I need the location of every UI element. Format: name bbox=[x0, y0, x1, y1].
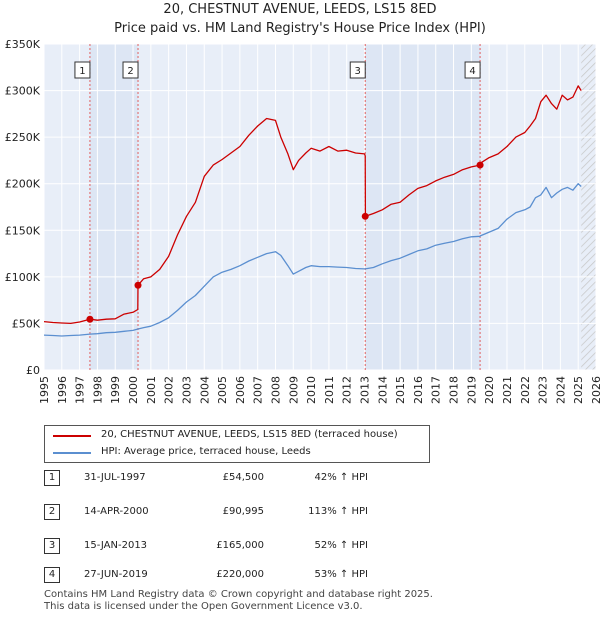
sale-point bbox=[361, 212, 369, 220]
sale-date: 15-JAN-2013 bbox=[84, 540, 148, 551]
ownership-band bbox=[89, 44, 139, 370]
sale-date: 27-JUN-2019 bbox=[84, 569, 148, 580]
x-tick-label: 1999 bbox=[109, 376, 122, 404]
x-tick-label: 2007 bbox=[252, 376, 265, 404]
y-tick-label: £200K bbox=[5, 178, 41, 191]
x-tick-label: 1998 bbox=[91, 376, 104, 404]
sale-label-number: 2 bbox=[127, 66, 133, 77]
x-tick-label: 2018 bbox=[448, 376, 461, 404]
sale-label-number: 4 bbox=[469, 66, 475, 77]
x-tick-label: 2026 bbox=[590, 376, 600, 404]
x-tick-label: 2000 bbox=[127, 376, 140, 404]
price-chart: 1 2 3 4 £0 £50K £100K £150K £200K £250K £300K £350… bbox=[5, 38, 600, 404]
sale-price: £54,500 bbox=[222, 472, 264, 483]
sale-number-badge: 2 bbox=[44, 504, 60, 520]
sale-date: 14-APR-2000 bbox=[84, 506, 149, 517]
y-tick-label: £350K bbox=[5, 38, 41, 51]
y-tick-label: £150K bbox=[5, 224, 41, 237]
y-tick-label: £250K bbox=[5, 131, 41, 144]
sale-price: £220,000 bbox=[216, 569, 264, 580]
sale-row: 2 14-APR-2000 £90,995 113% ↑ HPI bbox=[44, 504, 544, 522]
hpi-line bbox=[44, 183, 582, 337]
x-tick-label: 2008 bbox=[269, 376, 282, 404]
sale-row: 4 27-JUN-2019 £220,000 53% ↑ HPI bbox=[44, 567, 544, 585]
legend-swatch-hpi bbox=[53, 452, 91, 454]
sale-price: £165,000 bbox=[216, 540, 264, 551]
x-tick-label: 2019 bbox=[465, 376, 478, 404]
sale-hpi-change: 42% ↑ HPI bbox=[314, 472, 368, 483]
x-tick-label: 2023 bbox=[537, 376, 550, 404]
x-tick-label: 2006 bbox=[234, 376, 247, 404]
sale-label-box bbox=[122, 61, 139, 79]
sale-hpi-change: 113% ↑ HPI bbox=[308, 506, 368, 517]
legend-label-hpi: HPI: Average price, terraced house, Leed… bbox=[101, 446, 311, 457]
sale-point bbox=[476, 161, 484, 169]
y-tick-label: £300K bbox=[5, 85, 41, 98]
footer-copyright: Contains HM Land Registry data © Crown c… bbox=[44, 589, 433, 600]
sale-hpi-change: 52% ↑ HPI bbox=[314, 540, 368, 551]
sale-label-box bbox=[464, 61, 481, 79]
x-tick-label: 1997 bbox=[74, 376, 87, 404]
sale-label-number: 1 bbox=[79, 66, 85, 77]
footer-licence-text: This data is licensed under the Open Gov… bbox=[44, 601, 363, 612]
y-tick-label: £50K bbox=[12, 317, 41, 330]
x-tick-label: 2009 bbox=[287, 376, 300, 404]
sale-label-number: 3 bbox=[355, 66, 361, 77]
x-tick-label: 2025 bbox=[572, 376, 585, 404]
x-tick-label: 2016 bbox=[412, 376, 425, 404]
sale-row: 1 31-JUL-1997 £54,500 42% ↑ HPI bbox=[44, 470, 544, 488]
sale-number-badge: 1 bbox=[44, 470, 60, 486]
x-tick-label: 2021 bbox=[501, 376, 514, 404]
sale-point bbox=[86, 315, 94, 323]
x-tick-label: 2005 bbox=[216, 376, 229, 404]
x-tick-label: 2001 bbox=[145, 376, 158, 404]
legend-label-price: 20, CHESTNUT AVENUE, LEEDS, LS15 8ED (te… bbox=[101, 429, 398, 440]
x-tick-label: 2011 bbox=[323, 376, 336, 404]
x-tick-label: 2017 bbox=[430, 376, 443, 404]
sale-point bbox=[134, 281, 142, 289]
sale-number-badge: 3 bbox=[44, 538, 60, 554]
ownership-band bbox=[365, 44, 481, 370]
sale-label-box bbox=[349, 61, 366, 79]
sale-row: 3 15-JAN-2013 £165,000 52% ↑ HPI bbox=[44, 538, 544, 556]
x-tick-label: 2004 bbox=[198, 376, 211, 404]
chart-title-address: 20, CHESTNUT AVENUE, LEEDS, LS15 8ED bbox=[163, 2, 437, 17]
legend-swatch-price bbox=[53, 435, 91, 437]
sale-price: £90,995 bbox=[222, 506, 264, 517]
x-tick-label: 2020 bbox=[483, 376, 496, 404]
x-tick-label: 2012 bbox=[341, 376, 354, 404]
x-tick-label: 1995 bbox=[38, 376, 51, 404]
sale-number-badge: 4 bbox=[44, 567, 60, 583]
footer-licence: Contains HM Land Registry data © Crown c… bbox=[44, 589, 433, 613]
x-tick-label: 2015 bbox=[394, 376, 407, 404]
forecast-hatch bbox=[581, 44, 596, 370]
x-tick-label: 1996 bbox=[56, 376, 69, 404]
x-tick-label: 2002 bbox=[163, 376, 176, 404]
y-tick-label: £100K bbox=[5, 271, 41, 284]
x-tick-label: 2022 bbox=[519, 376, 532, 404]
x-tick-label: 2013 bbox=[359, 376, 372, 404]
x-tick-label: 2010 bbox=[305, 376, 318, 404]
chart-title-subtitle: Price paid vs. HM Land Registry's House … bbox=[114, 21, 486, 36]
sale-hpi-change: 53% ↑ HPI bbox=[314, 569, 368, 580]
x-tick-label: 2003 bbox=[180, 376, 193, 404]
sale-label-box bbox=[74, 61, 91, 79]
sale-date: 31-JUL-1997 bbox=[84, 472, 146, 483]
x-tick-label: 2024 bbox=[554, 376, 567, 404]
y-tick-label: £0 bbox=[26, 364, 40, 377]
x-tick-label: 2014 bbox=[376, 376, 389, 404]
chart-legend: 20, CHESTNUT AVENUE, LEEDS, LS15 8ED (te… bbox=[44, 425, 430, 463]
